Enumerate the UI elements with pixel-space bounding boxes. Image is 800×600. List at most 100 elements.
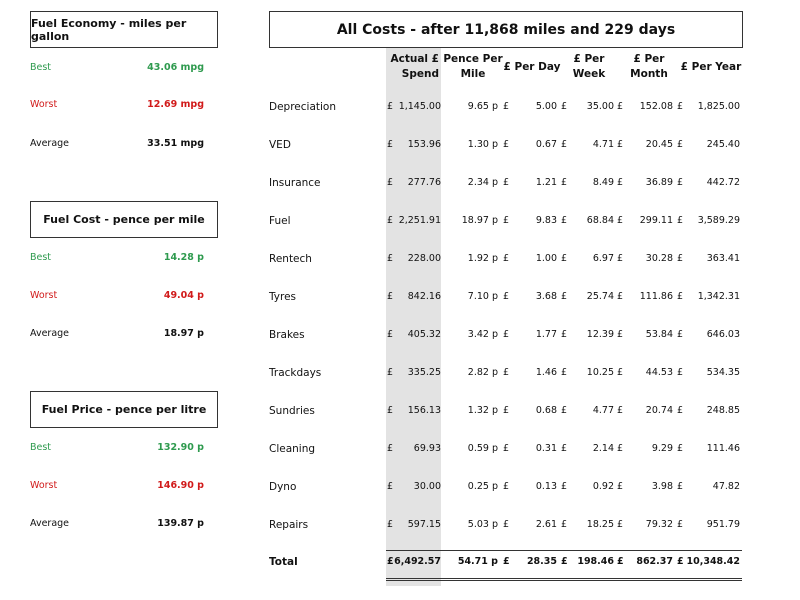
fuel-price-title: Fuel Price - pence per litre [30, 391, 218, 428]
cell-per-year: 363.41 [706, 253, 740, 264]
cell-per-month: 44.53 [645, 367, 673, 378]
cell-per-year: 3,589.29 [697, 215, 740, 226]
currency-symbol: £ [503, 291, 510, 302]
cell-pence-per-mile: 9.65 p [467, 101, 498, 112]
currency-symbol: £ [617, 215, 624, 226]
currency-symbol: £ [617, 101, 624, 112]
cell-per-week: 35.00 [586, 101, 614, 112]
cell-per-week: 198.46 [577, 556, 614, 567]
currency-symbol: £ [617, 443, 624, 454]
cell-pence-per-mile: 3.42 p [467, 329, 498, 340]
worst-value: 12.69 mpg [147, 99, 204, 110]
best-label: Best [30, 442, 52, 453]
average-value: 18.97 p [163, 328, 204, 339]
cell-spend: 1,145.00 [398, 101, 441, 112]
row-label: Trackdays [269, 367, 322, 379]
fuel-economy-best-row: Best 43.06 mpg [30, 62, 218, 76]
row-label: Sundries [269, 405, 315, 417]
currency-symbol: £ [677, 556, 684, 567]
fuel-cost-best-row: Best 14.28 p [30, 252, 218, 266]
currency-symbol: £ [561, 519, 568, 530]
currency-symbol: £ [561, 329, 568, 340]
cell-per-month: 20.45 [645, 139, 673, 150]
cell-per-day: 1.21 [535, 177, 557, 188]
currency-symbol: £ [387, 329, 394, 340]
row-label: Fuel [269, 215, 291, 227]
cell-per-month: 36.89 [645, 177, 673, 188]
currency-symbol: £ [677, 443, 684, 454]
cell-per-month: 30.28 [645, 253, 673, 264]
currency-symbol: £ [387, 253, 394, 264]
cell-per-day: 28.35 [526, 556, 557, 567]
cell-per-year: 47.82 [712, 481, 740, 492]
currency-symbol: £ [503, 481, 510, 492]
average-value: 33.51 mpg [147, 138, 204, 149]
average-value: 139.87 p [157, 518, 204, 529]
cell-spend: 69.93 [413, 443, 441, 454]
cell-pence-per-mile: 2.82 p [467, 367, 498, 378]
cell-spend: 228.00 [407, 253, 441, 264]
currency-symbol: £ [503, 405, 510, 416]
currency-symbol: £ [561, 481, 568, 492]
best-value: 43.06 mpg [147, 62, 204, 73]
cell-per-week: 8.49 [592, 177, 614, 188]
worst-label: Worst [30, 290, 58, 301]
fuel-economy-average-row: Average 33.51 mpg [30, 138, 218, 152]
cell-pence-per-mile: 54.71 p [457, 556, 498, 567]
currency-symbol: £ [503, 329, 510, 340]
cell-pence-per-mile: 1.30 p [467, 139, 498, 150]
row-label: Dyno [269, 481, 297, 493]
cell-spend: 30.00 [413, 481, 441, 492]
cell-per-year: 10,348.42 [686, 556, 741, 567]
average-label: Average [30, 518, 70, 529]
worst-value: 49.04 p [163, 290, 204, 301]
cell-per-day: 0.31 [535, 443, 557, 454]
cell-per-week: 6.97 [592, 253, 614, 264]
worst-label: Worst [30, 99, 58, 110]
fuel-price-best-row: Best 132.90 p [30, 442, 218, 456]
currency-symbol: £ [503, 519, 510, 530]
cell-pence-per-mile: 2.34 p [467, 177, 498, 188]
cell-per-day: 0.68 [535, 405, 557, 416]
row-label: Repairs [269, 519, 309, 531]
cell-per-week: 2.14 [592, 443, 614, 454]
cell-per-day: 3.68 [535, 291, 557, 302]
currency-symbol: £ [561, 139, 568, 150]
cell-per-day: 2.61 [535, 519, 557, 530]
header-actual-spend: Actual £ Spend [390, 53, 440, 80]
currency-symbol: £ [617, 405, 624, 416]
currency-symbol: £ [387, 215, 394, 226]
all-costs-title: All Costs - after 11,868 miles and 229 d… [269, 11, 743, 48]
total-double-underline [386, 578, 742, 581]
currency-symbol: £ [561, 405, 568, 416]
currency-symbol: £ [677, 101, 684, 112]
cell-per-month: 20.74 [645, 405, 673, 416]
currency-symbol: £ [503, 253, 510, 264]
currency-symbol: £ [677, 177, 684, 188]
cell-per-day: 0.13 [535, 481, 557, 492]
cell-per-week: 12.39 [586, 329, 614, 340]
average-label: Average [30, 328, 70, 339]
currency-symbol: £ [503, 443, 510, 454]
cell-per-month: 79.32 [645, 519, 673, 530]
currency-symbol: £ [617, 253, 624, 264]
cell-spend: 2,251.91 [398, 215, 441, 226]
row-label: Rentech [269, 253, 312, 265]
fuel-economy-title: Fuel Economy - miles per gallon [30, 11, 218, 48]
cell-per-month: 53.84 [645, 329, 673, 340]
currency-symbol: £ [387, 556, 394, 567]
cell-per-year: 951.79 [706, 519, 740, 530]
cell-per-year: 442.72 [706, 177, 740, 188]
currency-symbol: £ [617, 519, 624, 530]
cell-spend: 277.76 [407, 177, 441, 188]
cell-per-week: 68.84 [586, 215, 614, 226]
spend-column-shading [386, 48, 441, 586]
cell-spend: 597.15 [407, 519, 441, 530]
all-costs-title-text: All Costs - after 11,868 miles and 229 d… [336, 21, 676, 38]
cell-pence-per-mile: 0.25 p [467, 481, 498, 492]
currency-symbol: £ [387, 405, 394, 416]
currency-symbol: £ [387, 291, 394, 302]
currency-symbol: £ [677, 519, 684, 530]
currency-symbol: £ [617, 329, 624, 340]
cell-pence-per-mile: 7.10 p [467, 291, 498, 302]
